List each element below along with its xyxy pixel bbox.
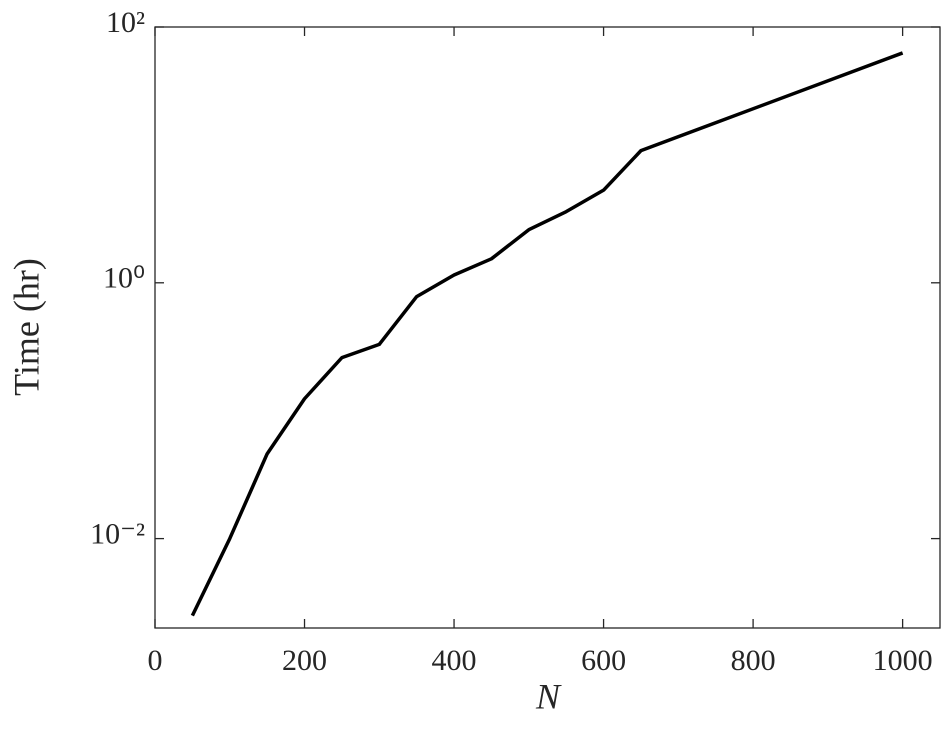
line: [190, 51, 904, 617]
plot-frame: [154, 26, 941, 629]
y-tick-label: 10⁰: [103, 262, 145, 295]
x-tick-label: 200: [282, 644, 327, 677]
y-axis-label: Time (hr): [6, 258, 46, 396]
x-tick-label: 600: [581, 644, 626, 677]
x-tick-label: 1000: [873, 644, 933, 677]
x-tick-label: 0: [148, 644, 163, 677]
y-tick-label: 10⁻²: [90, 517, 145, 550]
x-axis-label: N: [535, 676, 562, 716]
x-tick-label: 800: [731, 644, 776, 677]
y-tick-label: 10²: [106, 6, 145, 39]
x-tick-label: 400: [432, 644, 477, 677]
